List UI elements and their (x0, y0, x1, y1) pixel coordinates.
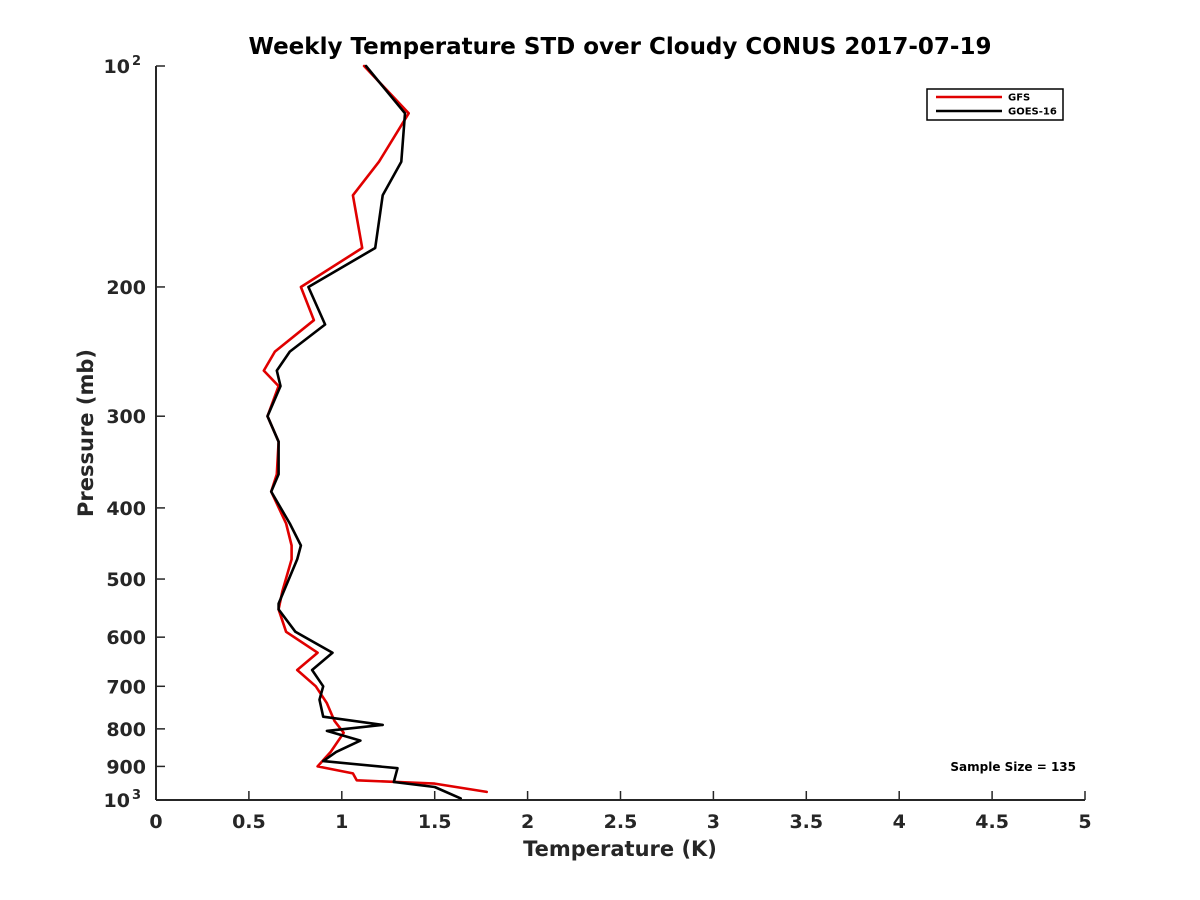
legend-label: GOES-16 (1008, 107, 1057, 118)
y-tick-label: 900 (106, 756, 146, 778)
y-tick-label: 700 (106, 676, 146, 698)
x-axis-label: Temperature (K) (523, 837, 717, 861)
x-tick-label: 5 (1078, 811, 1091, 833)
chart-title: Weekly Temperature STD over Cloudy CONUS… (249, 34, 992, 60)
sample-size-annotation: Sample Size = 135 (950, 760, 1076, 774)
legend: GFS GOES-16 (926, 88, 1064, 121)
x-tick-label: 1.5 (418, 811, 452, 833)
series-line-gfs (262, 64, 488, 794)
y-tick-label: 800 (106, 719, 146, 741)
x-tick-label: 3 (707, 811, 720, 833)
y-tick-label-exponent: 3 (132, 788, 141, 803)
y-tick-label-exponent: 2 (132, 54, 141, 69)
y-tick-label-base: 10 (104, 790, 130, 812)
x-tick-label: 2 (521, 811, 534, 833)
x-tick-label: 3.5 (789, 811, 823, 833)
legend-label: GFS (1008, 93, 1030, 104)
x-tick-label: 0 (149, 811, 162, 833)
x-tick-label: 2.5 (604, 811, 638, 833)
series-line-goes-16 (266, 64, 462, 800)
legend-box (926, 88, 1064, 121)
x-tick-label: 0.5 (232, 811, 266, 833)
x-tick-label: 4.5 (975, 811, 1009, 833)
series-layer (262, 64, 488, 800)
y-tick-label: 400 (106, 498, 146, 520)
y-tick-label: 200 (106, 277, 146, 299)
y-tick-label: 600 (106, 627, 146, 649)
x-tick-label: 1 (335, 811, 348, 833)
y-tick-label-base: 10 (104, 56, 130, 78)
y-tick-label: 300 (106, 406, 146, 428)
x-ticks: 0 0.5 1 1.5 2 2.5 3 3.5 4 4.5 5 (149, 791, 1092, 833)
x-tick-label: 4 (893, 811, 906, 833)
y-axis-label: Pressure (mb) (74, 349, 98, 517)
y-tick-label: 500 (106, 569, 146, 591)
